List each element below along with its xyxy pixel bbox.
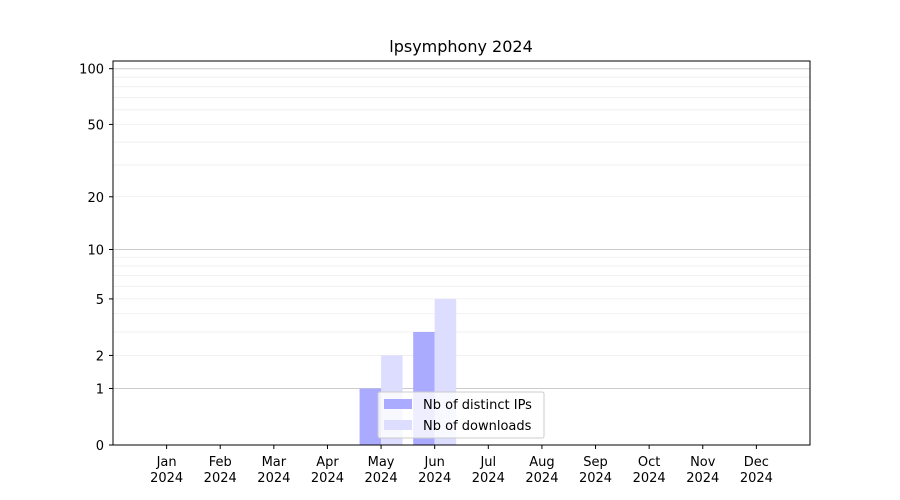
y-tick-label: 10: [87, 243, 104, 258]
x-tick-label-year: 2024: [257, 471, 290, 486]
x-tick-label-year: 2024: [311, 471, 344, 486]
x-tick-label-year: 2024: [740, 471, 773, 486]
y-tick-label: 0: [96, 439, 104, 454]
x-tick-label-month: Dec: [744, 455, 769, 470]
x-tick-label-month: Jan: [156, 455, 177, 470]
x-tick-label-month: Apr: [316, 455, 339, 470]
y-tick-label: 20: [87, 191, 104, 206]
legend-label-downloads: Nb of downloads: [423, 419, 532, 434]
x-tick-label-month: Jun: [424, 455, 445, 470]
legend-swatch-ips: [384, 399, 412, 409]
y-tick-label: 1: [96, 382, 104, 397]
plot-frame: [112, 60, 811, 446]
x-tick-label-year: 2024: [525, 471, 558, 486]
x-tick-label-month: Aug: [529, 455, 554, 470]
x-tick-label-month: Oct: [638, 455, 660, 470]
y-tick-label: 100: [79, 63, 104, 78]
y-tick-label: 50: [87, 118, 104, 133]
x-tick-label-year: 2024: [579, 471, 612, 486]
x-tick-label-month: Feb: [209, 455, 232, 470]
grid-layer: [113, 68, 810, 389]
x-tick-label-month: Mar: [262, 455, 287, 470]
x-tick-label-year: 2024: [150, 471, 183, 486]
y-tick-label: 2: [96, 349, 104, 364]
x-tick-label-year: 2024: [365, 471, 398, 486]
legend: Nb of distinct IPs Nb of downloads: [377, 391, 545, 439]
bar-ips: [359, 388, 382, 445]
axis-layer: 0125102050100Jan2024Feb2024Mar2024Apr202…: [79, 63, 773, 486]
x-tick-label-year: 2024: [418, 471, 451, 486]
x-tick-label-year: 2024: [204, 471, 237, 486]
legend-label-ips: Nb of distinct IPs: [423, 398, 532, 413]
legend-swatch-downloads: [384, 420, 412, 430]
chart-title: lpsymphony 2024: [389, 37, 533, 56]
x-tick-label-month: Nov: [690, 455, 716, 470]
y-tick-label: 5: [96, 293, 104, 308]
legend-box: [377, 391, 545, 439]
x-tick-label-year: 2024: [686, 471, 719, 486]
x-tick-label-year: 2024: [633, 471, 666, 486]
x-tick-label-year: 2024: [472, 471, 505, 486]
x-tick-label-month: May: [368, 455, 395, 470]
x-tick-label-month: Jul: [479, 455, 496, 470]
x-tick-label-month: Sep: [583, 455, 608, 470]
